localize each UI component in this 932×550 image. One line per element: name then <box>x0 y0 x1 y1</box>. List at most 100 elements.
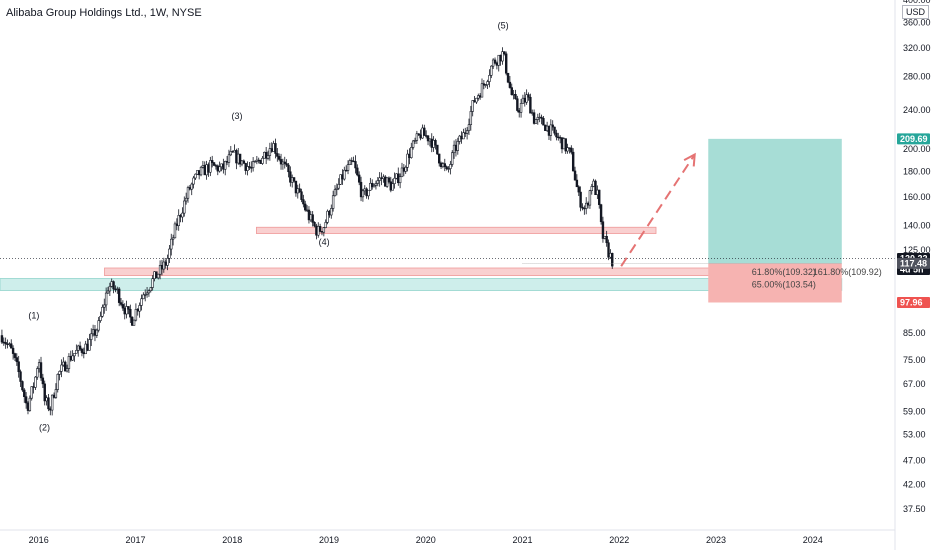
candle-body <box>441 163 445 168</box>
candle-body <box>456 141 460 151</box>
candle-body <box>465 130 469 134</box>
candle-body <box>551 124 554 128</box>
candle-body <box>445 166 448 169</box>
candle-body <box>376 180 379 184</box>
candle-body <box>594 180 597 196</box>
candle-body <box>279 159 283 165</box>
candle-body <box>605 235 608 244</box>
candle-body <box>130 316 134 326</box>
candle-body <box>60 364 63 372</box>
resistance-zone[interactable] <box>256 226 657 234</box>
candle-body <box>82 352 86 355</box>
x-tick-label: 2023 <box>706 535 726 545</box>
candle-body <box>304 203 307 211</box>
candle-body <box>88 339 91 351</box>
candle-body <box>335 187 339 190</box>
candle-body <box>331 195 335 209</box>
candle-body <box>170 238 173 250</box>
candle-body <box>250 167 253 169</box>
candle-body <box>132 319 136 326</box>
candle-body <box>439 162 443 168</box>
currency-label[interactable]: USD <box>902 5 930 19</box>
candle-body <box>603 235 607 239</box>
candle-body <box>536 117 540 120</box>
candle-body <box>192 177 195 185</box>
candle-body <box>424 135 428 137</box>
projection-arrow[interactable] <box>620 153 696 267</box>
candle-body <box>341 174 344 180</box>
candle-body <box>451 152 454 165</box>
candle-body <box>222 163 225 170</box>
loss-zone[interactable] <box>708 263 842 303</box>
candle-body <box>244 163 247 171</box>
current-price-badge-countdown: 4d 5h <box>900 264 924 274</box>
candle-body <box>361 190 365 198</box>
candle-body <box>151 278 154 288</box>
candle-body <box>277 156 281 160</box>
candle-body <box>257 159 260 162</box>
candle-body <box>382 176 385 179</box>
elliott-wave-label[interactable]: (3) <box>232 111 243 121</box>
candle-body <box>387 177 391 183</box>
y-axis[interactable]: 400.00 360.00 320.00 280.00 240.00 200.00 180.… <box>894 0 932 550</box>
candle-body <box>175 223 179 226</box>
candle-body <box>514 93 517 100</box>
x-axis: 2016 2017 2018 2019 2020 2021 2022 2023 2024 <box>0 529 895 545</box>
fib-label-61: 61.80%(109.32) <box>752 267 816 277</box>
x-tick-label: 2019 <box>319 535 339 545</box>
candle-body <box>337 184 340 189</box>
elliott-wave-label[interactable]: (5) <box>498 21 509 31</box>
support-zone-red[interactable] <box>104 267 712 277</box>
candle-body <box>596 189 599 196</box>
candle-body <box>242 160 246 164</box>
candle-body <box>328 210 331 216</box>
candle-body <box>367 189 370 197</box>
candle-body <box>452 144 456 154</box>
candle-body <box>160 264 164 270</box>
candle-body <box>164 261 167 266</box>
candle-body <box>397 173 400 184</box>
candle-body <box>495 62 499 66</box>
candle-body <box>34 376 37 388</box>
candle-body <box>531 112 534 114</box>
elliott-wave-label[interactable]: (1) <box>28 310 39 320</box>
profit-zone[interactable] <box>708 138 842 264</box>
candle-body <box>173 223 177 239</box>
candle-body <box>207 164 210 173</box>
candle-body <box>116 288 119 291</box>
candle-body <box>525 94 528 103</box>
fib-label-65: 65.00%(103.54) <box>752 280 816 290</box>
candle-body <box>84 343 87 355</box>
chart-title: Alibaba Group Holdings Ltd., 1W, NYSE <box>6 7 202 19</box>
candle-body <box>136 309 139 312</box>
candle-body <box>99 315 102 321</box>
y-tick-label: 400.00 <box>903 0 931 5</box>
candle-body <box>499 54 502 62</box>
candle-body <box>506 72 510 83</box>
candle-body <box>313 222 316 227</box>
candle-body <box>363 188 366 192</box>
candle-body <box>261 157 264 164</box>
elliott-wave-label[interactable]: (2) <box>39 423 50 433</box>
candle-body <box>75 350 78 354</box>
candle-body <box>467 124 471 131</box>
candle-body <box>294 180 298 194</box>
candle-body <box>566 147 569 152</box>
candle-body <box>30 386 33 399</box>
candle-body <box>356 167 359 176</box>
candle-body <box>324 222 327 228</box>
candle-body <box>283 161 286 164</box>
candle-body <box>339 174 342 185</box>
candle-body <box>78 345 82 350</box>
overlay-layer: (1) (2) (3) (4) (5) 61.80%(109.32) 65.00%(103.… <box>0 21 895 433</box>
candle-body <box>547 125 551 136</box>
candle-body <box>41 377 45 385</box>
candle-body <box>210 160 214 163</box>
candle-body <box>369 182 372 191</box>
candle-body <box>549 124 553 136</box>
elliott-wave-label[interactable]: (4) <box>319 237 330 247</box>
candle-body <box>287 164 290 173</box>
candle-body <box>103 304 106 308</box>
candle-body <box>106 290 110 294</box>
